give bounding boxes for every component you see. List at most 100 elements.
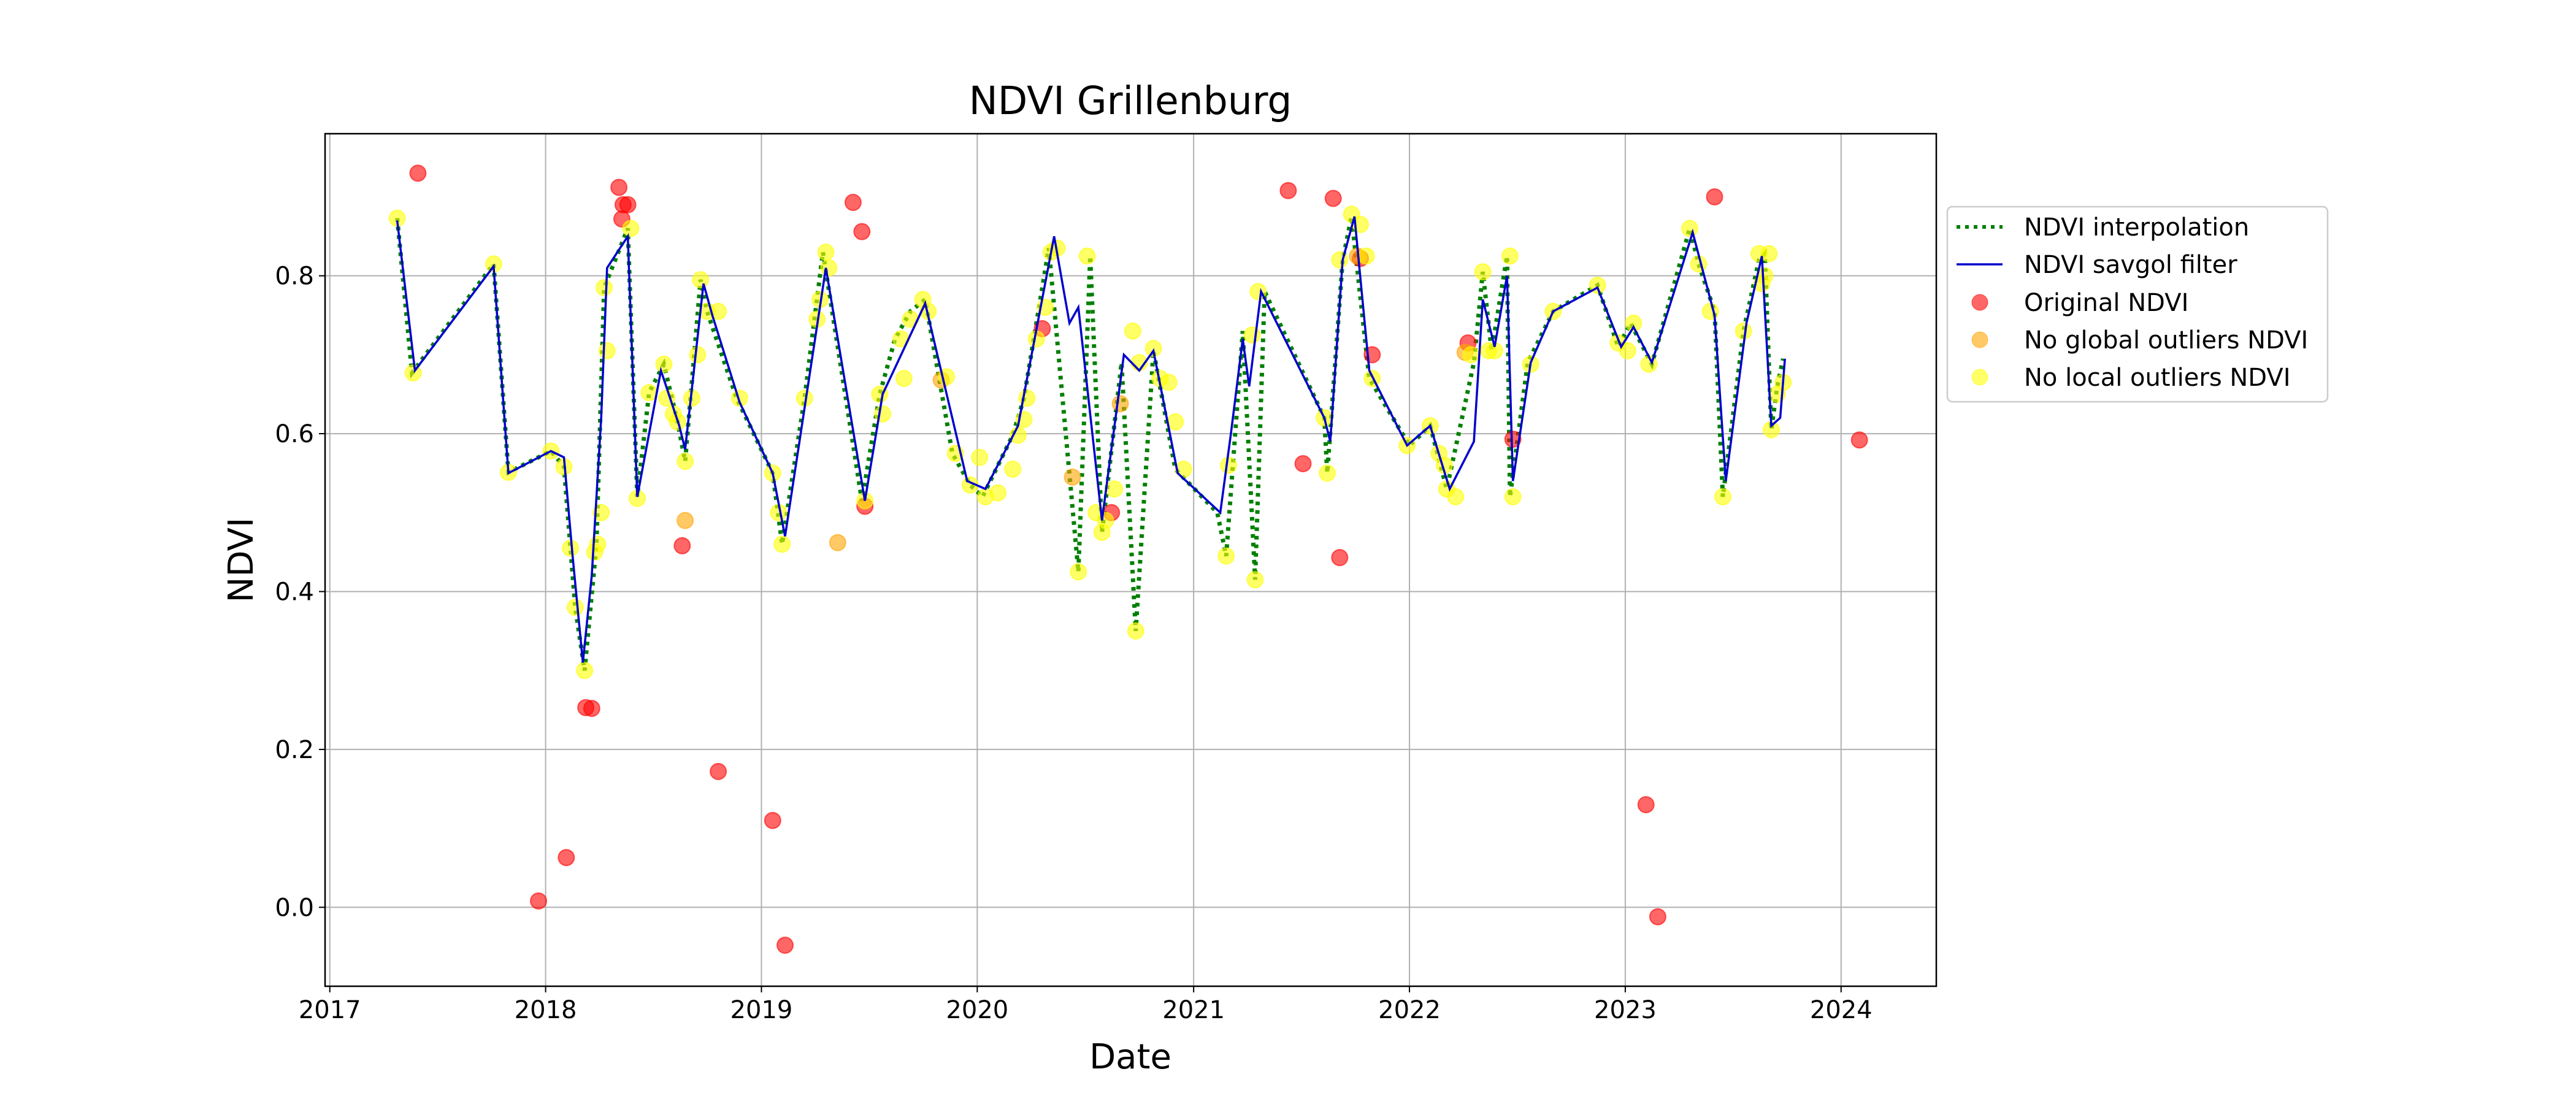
local-outlier-free-marker [1078,247,1096,265]
local-outlier-free-marker [1474,263,1492,281]
local-outlier-free-marker [598,342,616,359]
plot-frame [324,132,1938,987]
original-ndvi-marker [610,178,628,196]
local-outlier-free-marker [773,535,791,553]
local-outlier-free-marker [692,271,710,289]
local-outlier-free-marker [596,279,613,296]
local-outlier-free-marker [566,599,584,616]
local-outlier-free-marker [622,220,640,237]
chart-title: NDVI Grillenburg [969,79,1292,123]
original-ndvi-marker [844,194,862,211]
local-outlier-free-marker [1735,322,1752,340]
local-outlier-free-marker [655,355,673,373]
x-tick-label: 2019 [730,996,793,1024]
y-tick-label: 0.0 [275,894,314,922]
local-outlier-free-marker [874,405,892,423]
x-tick-label: 2021 [1162,996,1225,1024]
local-outlier-free-marker [1167,413,1184,431]
series-markers [388,164,1868,954]
original-ndvi-marker [1294,455,1312,472]
legend-global-label: No global outliers NDVI [2024,326,2308,355]
legend-global-swatch [1971,331,1988,348]
local-outlier-free-marker [592,504,610,521]
local-outlier-free-marker [1243,326,1261,344]
local-outlier-free-marker [1681,220,1698,237]
local-outlier-free-marker [1714,488,1731,505]
local-outlier-free-marker [895,370,913,387]
original-ndvi-marker [1279,182,1297,199]
original-ndvi-marker [673,537,691,554]
original-ndvi-marker [1850,431,1868,449]
legend-local-swatch [1971,369,1988,386]
legend-box [1946,205,2329,403]
local-outlier-free-marker [1625,314,1643,332]
local-outlier-free-marker [1501,247,1519,265]
original-ndvi-marker [558,849,575,867]
original-ndvi-marker [583,700,600,717]
original-ndvi-marker [1637,796,1655,813]
local-outlier-free-marker [1127,622,1144,640]
global-outlier-free-marker [677,512,694,529]
local-outlier-free-marker [1217,547,1235,565]
local-outlier-free-marker [1331,251,1349,269]
local-outlier-free-marker [576,662,594,680]
local-outlier-free-marker [817,243,835,261]
original-ndvi-marker [1324,190,1342,207]
legend-savgol-label: NDVI savgol filter [2024,251,2237,279]
global-outlier-free-marker [1111,395,1129,413]
x-tick-label: 2022 [1378,996,1441,1024]
original-ndvi-marker [530,892,547,910]
global-outlier-free-marker [829,534,846,551]
local-outlier-free-marker [1004,461,1022,478]
local-outlier-free-marker [1447,488,1465,505]
local-outlier-free-marker [1246,571,1264,589]
original-ndvi-marker [710,762,727,780]
x-tick-label: 2018 [515,996,577,1024]
y-tick-label: 0.2 [275,736,314,764]
local-outlier-free-marker [1462,346,1480,364]
savgol-line [396,216,1786,663]
x-tick-label: 2017 [299,996,361,1024]
x-tick-label: 2023 [1594,996,1657,1024]
local-outlier-free-marker [989,484,1007,502]
local-outlier-free-marker [971,448,989,466]
y-tick-label: 0.4 [275,578,314,606]
y-axis-label: NDVI [221,518,261,603]
local-outlier-free-marker [1124,322,1141,340]
original-ndvi-marker [853,223,871,240]
local-outlier-free-marker [820,259,838,277]
legend: NDVI interpolation NDVI savgol filter Or… [1946,205,2329,403]
original-ndvi-marker [619,196,637,213]
y-tick-label: 0.6 [275,420,314,448]
x-axis-label: Date [1089,1037,1171,1077]
local-outlier-free-marker [730,389,748,407]
axis-ticks: 2017 2018 2019 2020 2021 2022 2023 2024 0.0 0.2 0.… [275,263,1872,1024]
local-outlier-free-marker [1106,480,1123,498]
x-tick-label: 2020 [946,996,1008,1024]
local-outlier-free-marker [677,453,694,470]
local-outlier-free-marker [1504,488,1522,505]
local-outlier-free-marker [1097,512,1114,529]
local-outlier-free-marker [1175,461,1192,478]
legend-local-label: No local outliers NDVI [2024,364,2291,392]
global-outlier-free-marker [1064,468,1081,486]
local-outlier-free-marker [1160,374,1178,391]
local-outlier-free-marker [1619,342,1636,359]
local-outlier-free-marker [1357,247,1375,265]
original-ndvi-marker [764,811,781,829]
local-outlier-free-marker [404,364,422,381]
original-ndvi-marker [1649,908,1666,926]
local-outlier-free-marker [1701,302,1719,320]
x-tick-label: 2024 [1810,996,1873,1024]
local-outlier-free-marker [1319,464,1336,482]
original-ndvi-marker [1706,188,1723,205]
original-ndvi-marker [1331,549,1349,567]
local-outlier-free-marker [1070,563,1087,581]
y-tick-label: 0.8 [275,263,314,291]
original-ndvi-marker [409,164,427,182]
legend-original-swatch [1971,294,1988,311]
legend-original-label: Original NDVI [2024,289,2188,317]
local-outlier-free-marker [1760,245,1778,263]
